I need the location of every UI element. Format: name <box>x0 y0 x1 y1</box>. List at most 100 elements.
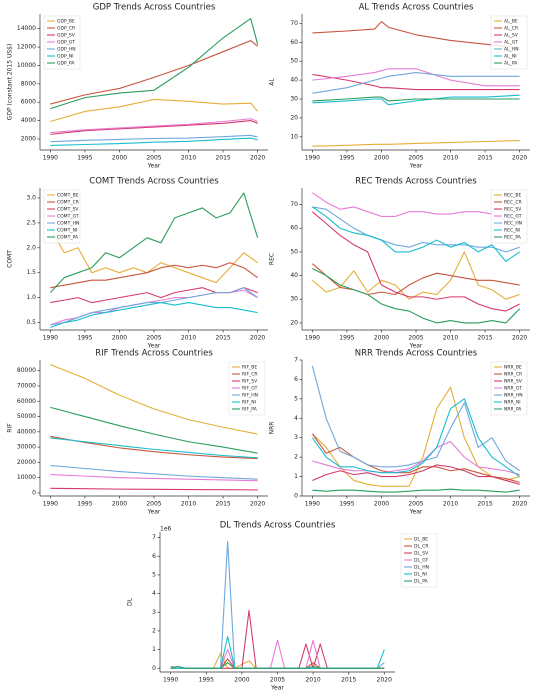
legend-label: REC_BE <box>504 193 521 199</box>
y-tick-label: 0.5 <box>26 319 36 326</box>
legend-label: GDP_PA <box>57 61 75 67</box>
series-line <box>312 21 520 49</box>
series-line <box>50 134 258 143</box>
legend-label: NRR_GT <box>504 386 522 392</box>
legend-label: AL_PA <box>504 61 518 67</box>
series-line <box>312 211 520 312</box>
series-line <box>170 609 385 669</box>
y-tick-label: 5 <box>152 571 156 578</box>
chart-title: REC Trends Across Countries <box>355 177 477 187</box>
series-line <box>50 137 258 146</box>
x-tick-label: 2020 <box>377 677 392 684</box>
x-tick-label: 2010 <box>181 155 196 162</box>
x-tick-label: 1995 <box>339 335 354 342</box>
legend-label: RIF_BE <box>242 365 257 371</box>
y-axis-label: DL <box>127 597 134 606</box>
series-line <box>50 287 258 304</box>
y-tick-label: 2 <box>152 627 156 634</box>
x-axis-label: Year <box>409 163 423 170</box>
y-tick-label: 70000 <box>17 382 36 389</box>
series-line <box>50 262 258 289</box>
series-line <box>50 364 258 435</box>
y-tick-label: 14000 <box>17 25 36 32</box>
y-tick-label: 0 <box>32 489 36 496</box>
x-axis-label: Year <box>147 163 161 170</box>
series-line <box>170 662 385 669</box>
legend-label: COMT_CR <box>57 200 79 206</box>
legend-label: COMT_NI <box>57 228 77 234</box>
y-tick-label: 0 <box>152 665 156 672</box>
x-tick-label: 2005 <box>146 155 161 162</box>
series-line <box>50 118 258 134</box>
y-axis-label: GDP (constant 2015 US$) <box>7 44 14 121</box>
series-line <box>312 68 520 87</box>
y-tick-label: 60 <box>290 225 298 232</box>
y-tick-label: 6 <box>294 376 298 383</box>
legend-label: RIF_GT <box>242 386 258 392</box>
series-line <box>50 474 258 482</box>
series-line <box>312 94 520 106</box>
y-axis-label: RIF <box>7 423 14 433</box>
x-tick-label: 1990 <box>305 501 320 508</box>
y-tick-label: 60 <box>290 39 298 46</box>
y-tick-label: 1 <box>152 646 156 653</box>
x-tick-label: 1995 <box>339 155 354 162</box>
y-tick-label: 2000 <box>21 135 36 142</box>
x-axis-label: Year <box>147 509 161 516</box>
y-tick-label: 1.5 <box>26 269 36 276</box>
x-tick-label: 2000 <box>112 335 127 342</box>
legend-label: COMT_HN <box>57 221 79 227</box>
legend-label: REC_GT <box>504 214 522 220</box>
x-tick-label: 2010 <box>181 335 196 342</box>
x-tick-label: 1990 <box>43 501 58 508</box>
x-tick-label: 2010 <box>443 155 458 162</box>
legend-label: REC_HN <box>504 221 522 227</box>
series-line <box>311 365 520 472</box>
legend-label: GDP_BE <box>57 19 75 25</box>
x-tick-label: 1995 <box>339 501 354 508</box>
x-tick-label: 2000 <box>112 155 127 162</box>
y-tick-label: 20 <box>290 319 298 326</box>
legend-label: AL_BE <box>504 19 518 25</box>
series-line <box>312 441 520 476</box>
y-tick-label: 50 <box>290 248 298 255</box>
series-line <box>50 287 258 326</box>
series-line <box>312 72 520 94</box>
y-tick-label: 3 <box>294 434 298 441</box>
x-tick-label: 2020 <box>250 501 265 508</box>
offset-label: 1e6 <box>160 526 172 533</box>
legend-label: DL_CR <box>414 544 429 550</box>
series-line <box>312 206 520 253</box>
y-tick-label: 1 <box>294 473 298 480</box>
x-tick-label: 2020 <box>512 155 527 162</box>
y-tick-label: 30 <box>290 296 298 303</box>
legend-label: DL_BE <box>414 537 428 543</box>
chart-title: DL Trends Across Countries <box>220 521 336 531</box>
y-tick-label: 6 <box>152 553 156 560</box>
x-axis-label: Year <box>409 343 423 350</box>
x-tick-label: 2000 <box>234 677 249 684</box>
legend-label: AL_HN <box>504 47 519 53</box>
x-axis-label: Year <box>409 509 423 516</box>
series-line <box>50 120 258 135</box>
chart-title: COMT Trends Across Countries <box>89 177 219 187</box>
series-line <box>50 98 259 123</box>
x-tick-label: 1990 <box>305 155 320 162</box>
legend-label: COMT_GT <box>57 214 79 220</box>
y-tick-label: 7 <box>294 357 298 364</box>
legend-label: REC_SV <box>504 207 522 213</box>
y-tick-label: 12000 <box>17 44 36 51</box>
x-tick-label: 2000 <box>374 335 389 342</box>
x-tick-label: 2020 <box>250 155 265 162</box>
legend-label: DL_HN <box>414 565 429 571</box>
legend-label: NRR_BE <box>504 365 522 371</box>
chart-title: NRR Trends Across Countries <box>355 349 478 359</box>
series-line <box>312 251 520 300</box>
legend-label: RIF_HN <box>242 393 258 399</box>
series-line <box>50 302 258 329</box>
y-tick-label: 3 <box>152 609 156 616</box>
legend-label: COMT_PA <box>57 235 79 241</box>
legend-label: COMT_SV <box>57 207 79 213</box>
legend-label: REC_PA <box>504 235 522 241</box>
series-line <box>170 639 385 669</box>
